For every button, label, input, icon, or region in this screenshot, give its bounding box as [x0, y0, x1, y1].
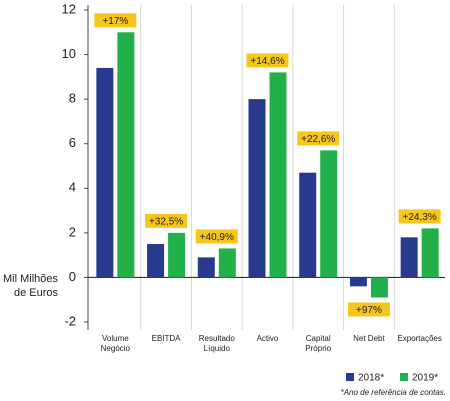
bar: [421, 228, 439, 278]
annotation: +97%: [356, 305, 382, 316]
y-tick-label: 12: [62, 1, 76, 16]
bar: [96, 67, 114, 278]
bar: [168, 232, 186, 278]
annotation: +14,6%: [250, 56, 284, 67]
bar: [370, 277, 388, 298]
bar: [320, 150, 338, 278]
y-axis-label: Mil Milhões de Euros: [2, 273, 58, 299]
annotation: +22,6%: [301, 134, 335, 145]
y-tick-label: -2: [64, 313, 76, 328]
y-tick-label: 4: [69, 180, 76, 195]
x-tick-label: EBITDA: [151, 334, 181, 343]
x-tick-label: Capital Próprio: [305, 334, 332, 353]
legend-swatch: [346, 373, 354, 381]
bar: [248, 99, 266, 278]
annotation-box: [94, 13, 137, 28]
annotation: +24,3%: [403, 212, 437, 223]
x-tick-label: Net Debt: [353, 334, 385, 343]
legend-label: 2019*: [412, 373, 438, 384]
annotation-box: [246, 53, 289, 68]
x-tick-label: Activo: [256, 334, 279, 343]
bar: [147, 244, 165, 278]
annotation-box: [398, 209, 441, 224]
x-tick-label: Volume Negócio: [100, 334, 131, 353]
x-tick-label: Resultado Líquido: [198, 334, 235, 353]
bar: [269, 72, 287, 278]
bar: [299, 172, 317, 278]
y-tick-label: 0: [69, 269, 76, 284]
y-tick-label: 10: [62, 46, 76, 61]
bar: [197, 257, 215, 278]
bar: [349, 277, 367, 287]
y-tick-label: 8: [69, 91, 76, 106]
bar: [218, 248, 236, 278]
annotation-box: [195, 229, 238, 244]
annotation: +32,5%: [149, 216, 183, 227]
annotation: +17%: [102, 16, 128, 27]
annotation-box: [297, 131, 340, 146]
y-tick-label: 2: [69, 224, 76, 239]
x-tick-label: Exportações: [397, 334, 442, 343]
legend-label: 2018*: [358, 373, 384, 384]
bar: [400, 237, 418, 278]
annotation-box: [145, 213, 188, 228]
annotation-box: [347, 302, 390, 317]
annotation: +40,9%: [200, 232, 234, 243]
legend-swatch: [400, 373, 408, 381]
footnote: *Ano de referência de contas.: [341, 388, 446, 397]
y-tick-label: 6: [69, 135, 76, 150]
bar: [117, 32, 135, 278]
